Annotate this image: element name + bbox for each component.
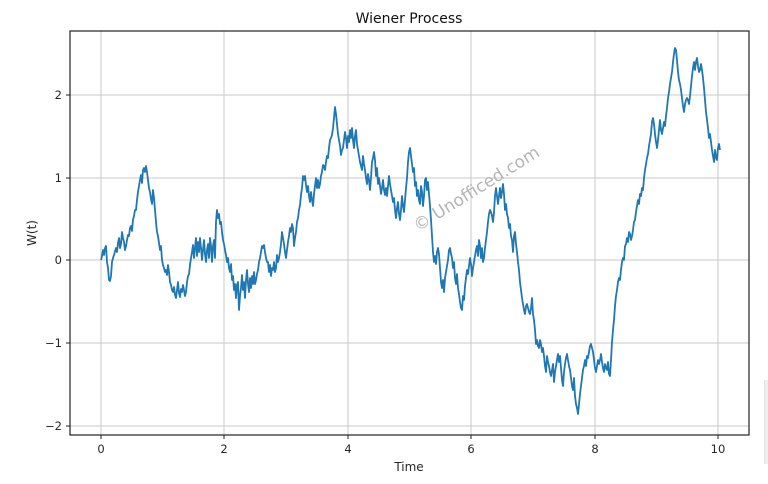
x-tick-label: 10 (711, 442, 726, 456)
y-tick-marks (66, 94, 70, 427)
window-edge-shadow (764, 380, 768, 464)
y-tick-labels: 2 1 0 −1 −2 (45, 88, 62, 433)
y-tick-label: −2 (45, 419, 62, 433)
y-tick-label: 1 (55, 171, 62, 185)
x-tick-labels: 0 2 4 6 8 10 (97, 442, 725, 456)
x-tick-label: 4 (344, 442, 351, 456)
axes-frame (69, 30, 750, 436)
plot-area (70, 31, 749, 435)
y-axis-label: W(t) (25, 220, 39, 246)
x-axis-label: Time (393, 460, 423, 474)
x-tick-label: 2 (220, 442, 227, 456)
wiener-series-line (100, 47, 721, 415)
grid-horizontal (70, 94, 749, 427)
x-tick-label: 6 (467, 442, 474, 456)
x-tick-label: 8 (591, 442, 598, 456)
y-tick-label: 2 (55, 88, 62, 102)
y-tick-label: −1 (45, 336, 62, 350)
grid-vertical (100, 31, 719, 435)
chart-title: Wiener Process (356, 11, 463, 27)
y-tick-label: 0 (55, 253, 62, 267)
x-tick-label: 0 (97, 442, 104, 456)
x-tick-marks (100, 435, 719, 439)
